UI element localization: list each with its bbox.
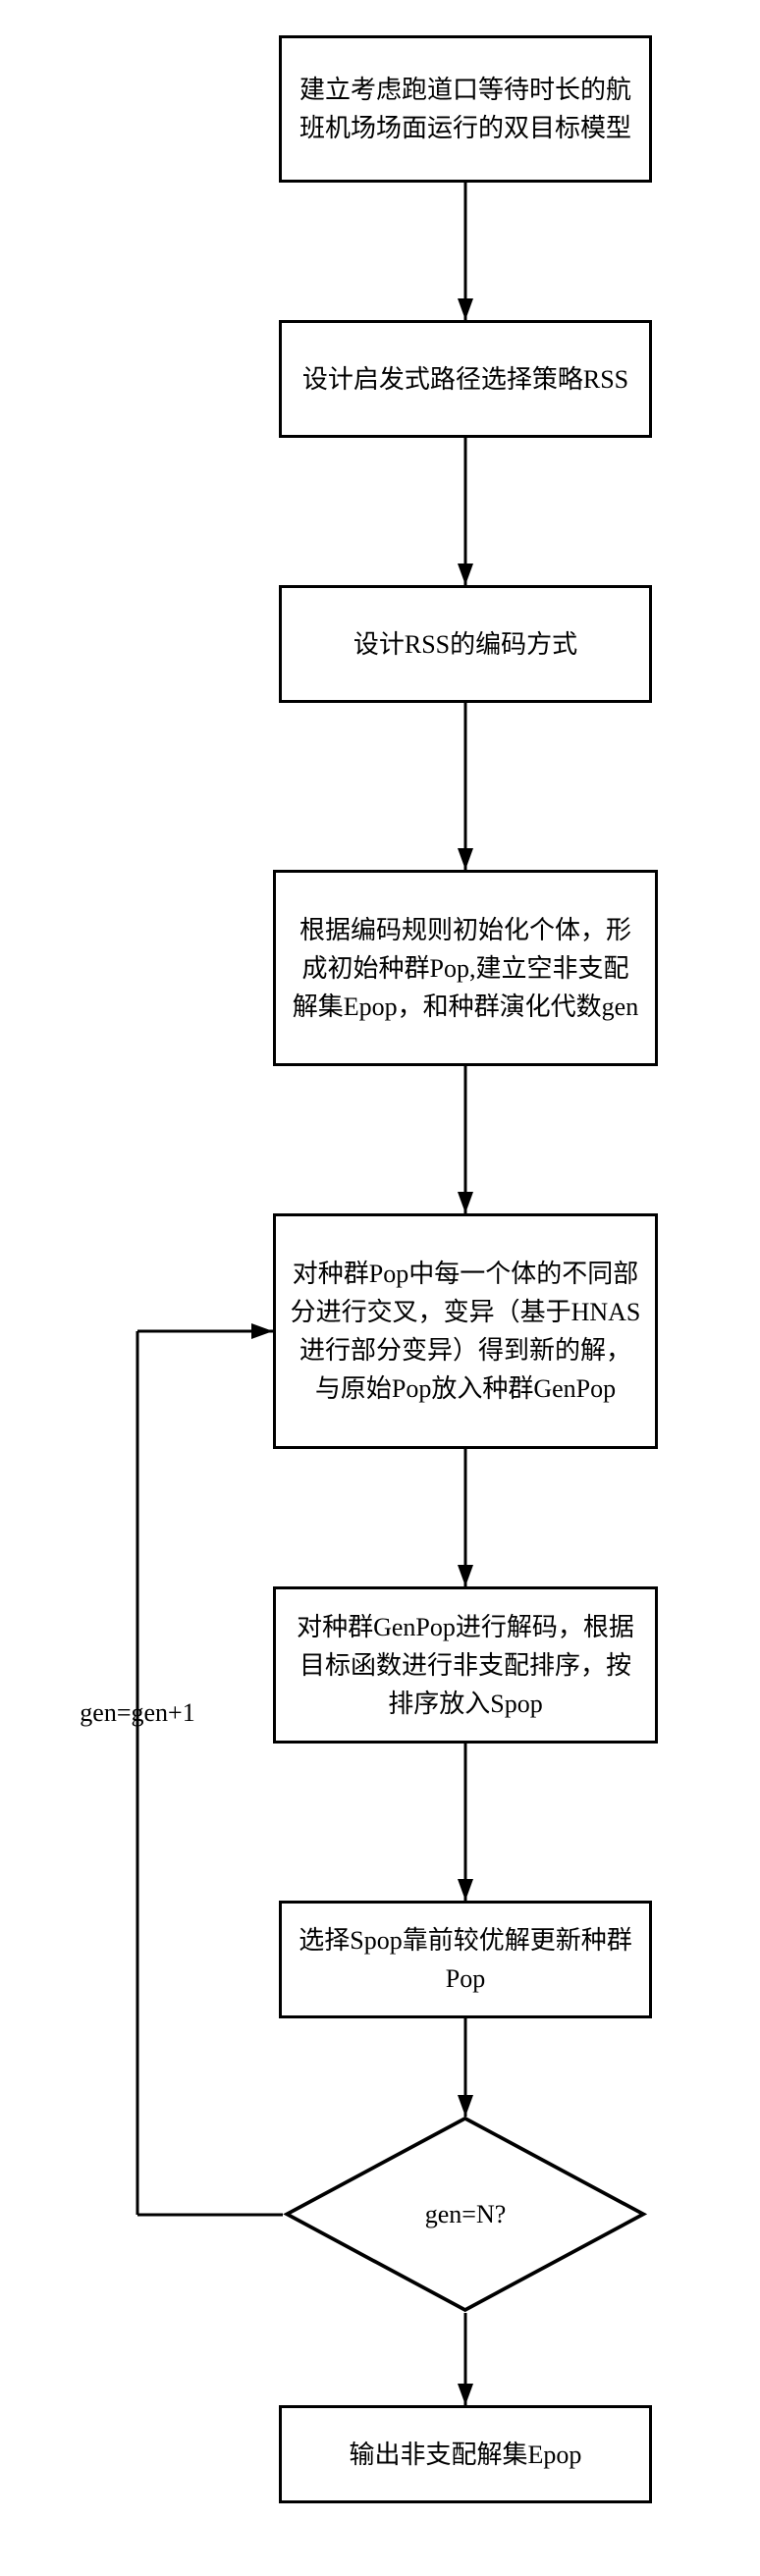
- flow-box-b6: 对种群GenPop进行解码，根据目标函数进行非支配排序，按排序放入Spop: [273, 1586, 658, 1744]
- flow-box-b1: 建立考虑跑道口等待时长的航班机场场面运行的双目标模型: [279, 35, 652, 183]
- loop-counter-label: gen=gen+1: [73, 1698, 202, 1728]
- flow-box-b2: 设计启发式路径选择策略RSS: [279, 320, 652, 438]
- flow-box-b8: 输出非支配解集Epop: [279, 2405, 652, 2503]
- loop-counter-text: gen=gen+1: [73, 1698, 202, 1728]
- flow-box-b5: 对种群Pop中每一个体的不同部分进行交叉，变异（基于HNAS进行部分变异）得到新…: [273, 1213, 658, 1449]
- flow-box-text: 对种群Pop中每一个体的不同部分进行交叉，变异（基于HNAS进行部分变异）得到新…: [290, 1255, 641, 1408]
- flow-box-text: 对种群GenPop进行解码，根据目标函数进行非支配排序，按排序放入Spop: [292, 1608, 639, 1723]
- flow-box-text: 设计启发式路径选择策略RSS: [298, 360, 633, 399]
- flow-box-text: 设计RSS的编码方式: [298, 625, 633, 664]
- flow-box-text: 选择Spop靠前较优解更新种群Pop: [298, 1921, 633, 1998]
- flow-box-b3: 设计RSS的编码方式: [279, 585, 652, 703]
- flow-box-text: 输出非支配解集Epop: [298, 2436, 633, 2474]
- flow-box-b7: 选择Spop靠前较优解更新种群Pop: [279, 1901, 652, 2018]
- flow-diamond-text: gen=N?: [283, 2200, 648, 2229]
- flow-box-text: 建立考虑跑道口等待时长的航班机场场面运行的双目标模型: [298, 71, 633, 147]
- flow-box-b4: 根据编码规则初始化个体，形成初始种群Pop,建立空非支配解集Epop，和种群演化…: [273, 870, 658, 1066]
- flow-box-text: 根据编码规则初始化个体，形成初始种群Pop,建立空非支配解集Epop，和种群演化…: [292, 911, 639, 1026]
- flow-diamond-d1: gen=N?: [283, 2117, 648, 2313]
